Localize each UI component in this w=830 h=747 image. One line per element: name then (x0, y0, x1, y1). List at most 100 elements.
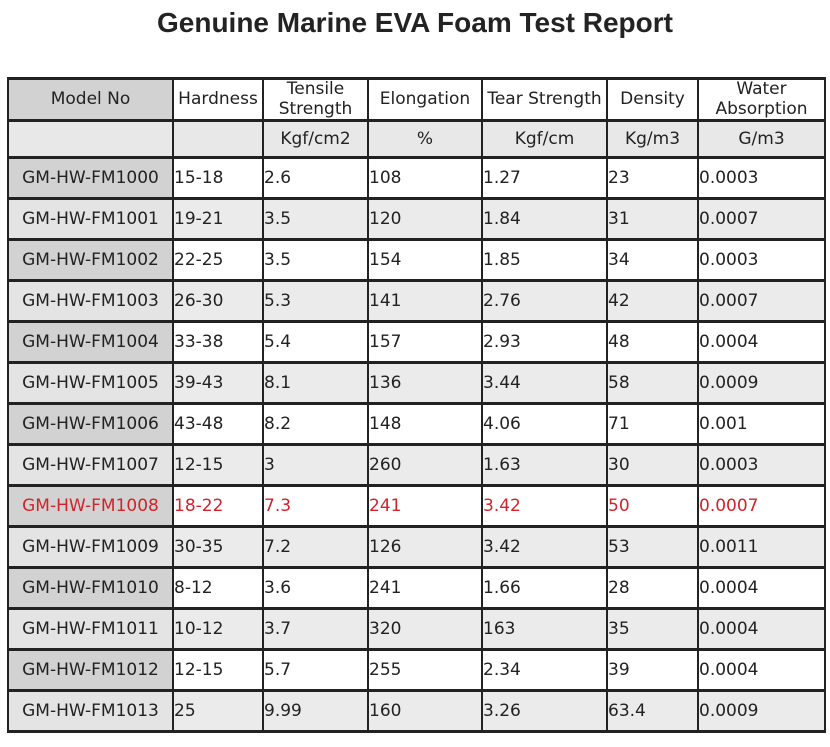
table-row: GM-HW-FM1012 12-15 5.7 255 2.34 39 0.0004 (7, 648, 826, 693)
value-cell: 120 (367, 197, 483, 242)
value-cell: 8.1 (262, 361, 369, 406)
table-row: GM-HW-FM1000 15-18 2.6 108 1.27 23 0.0003 (7, 156, 826, 201)
model-no-cell: GM-HW-FM1013 (7, 689, 174, 734)
unit-elongation: % (367, 119, 483, 160)
value-cell: 35 (606, 607, 699, 652)
value-cell: 3.5 (262, 197, 369, 242)
value-cell: 255 (367, 648, 483, 693)
value-cell: 4.06 (481, 402, 608, 447)
table-row: GM-HW-FM1003 26-30 5.3 141 2.76 42 0.0007 (7, 279, 826, 324)
model-no-cell: GM-HW-FM1001 (7, 197, 174, 242)
value-cell: 0.0004 (697, 607, 826, 652)
page-title: Genuine Marine EVA Foam Test Report (156, 7, 673, 38)
value-cell: 18-22 (172, 484, 264, 529)
value-cell: 2.76 (481, 279, 608, 324)
value-cell: 5.4 (262, 320, 369, 365)
value-cell: 0.0011 (697, 525, 826, 570)
value-cell: 3.6 (262, 566, 369, 611)
value-cell: 42 (606, 279, 699, 324)
unit-density: Kg/m3 (606, 119, 699, 160)
model-no-cell: GM-HW-FM1000 (7, 156, 174, 201)
value-cell: 3.5 (262, 238, 369, 283)
model-no-cell: GM-HW-FM1007 (7, 443, 174, 488)
value-cell: 48 (606, 320, 699, 365)
value-cell: 8-12 (172, 566, 264, 611)
value-cell: 53 (606, 525, 699, 570)
value-cell: 33-38 (172, 320, 264, 365)
value-cell: 241 (367, 484, 483, 529)
model-no-cell: GM-HW-FM1012 (7, 648, 174, 693)
value-cell: 1.84 (481, 197, 608, 242)
header-model-no: Model No (7, 76, 174, 123)
value-cell: 108 (367, 156, 483, 201)
value-cell: 2.6 (262, 156, 369, 201)
model-no-cell: GM-HW-FM1002 (7, 238, 174, 283)
table-row: GM-HW-FM1009 30-35 7.2 126 3.42 53 0.0011 (7, 525, 826, 570)
value-cell: 2.93 (481, 320, 608, 365)
value-cell: 30 (606, 443, 699, 488)
value-cell: 19-21 (172, 197, 264, 242)
value-cell: 163 (481, 607, 608, 652)
value-cell: 3.42 (481, 525, 608, 570)
table-row: GM-HW-FM1001 19-21 3.5 120 1.84 31 0.0007 (7, 197, 826, 242)
unit-water-absorption: G/m3 (697, 119, 826, 160)
value-cell: 157 (367, 320, 483, 365)
value-cell: 0.0009 (697, 361, 826, 406)
value-cell: 3.42 (481, 484, 608, 529)
value-cell: 5.7 (262, 648, 369, 693)
value-cell: 26-30 (172, 279, 264, 324)
value-cell: 3.7 (262, 607, 369, 652)
model-no-cell: GM-HW-FM1010 (7, 566, 174, 611)
value-cell: 141 (367, 279, 483, 324)
model-no-cell: GM-HW-FM1009 (7, 525, 174, 570)
table-row: GM-HW-FM1013 25 9.99 160 3.26 63.4 0.0009 (7, 689, 826, 734)
value-cell: 0.0004 (697, 648, 826, 693)
value-cell: 50 (606, 484, 699, 529)
value-cell: 0.0007 (697, 484, 826, 529)
value-cell: 7.3 (262, 484, 369, 529)
table-row: GM-HW-FM1007 12-15 3 260 1.63 30 0.0003 (7, 443, 826, 488)
value-cell: 0.0007 (697, 197, 826, 242)
header-tensile-strength: Tensile Strength (262, 76, 369, 123)
value-cell: 63.4 (606, 689, 699, 734)
value-cell: 136 (367, 361, 483, 406)
value-cell: 71 (606, 402, 699, 447)
model-no-cell: GM-HW-FM1011 (7, 607, 174, 652)
header-density: Density (606, 76, 699, 123)
value-cell: 1.66 (481, 566, 608, 611)
value-cell: 2.34 (481, 648, 608, 693)
value-cell: 148 (367, 402, 483, 447)
value-cell: 241 (367, 566, 483, 611)
table-body: GM-HW-FM1000 15-18 2.6 108 1.27 23 0.0003 GM-HW… (7, 156, 826, 734)
value-cell: 25 (172, 689, 264, 734)
value-cell: 30-35 (172, 525, 264, 570)
value-cell: 58 (606, 361, 699, 406)
value-cell: 0.0004 (697, 566, 826, 611)
header-water-absorption: Water Absorption (697, 76, 826, 123)
header-elongation: Elongation (367, 76, 483, 123)
value-cell: 0.0003 (697, 156, 826, 201)
value-cell: 3.26 (481, 689, 608, 734)
value-cell: 0.0009 (697, 689, 826, 734)
value-cell: 12-15 (172, 648, 264, 693)
value-cell: 43-48 (172, 402, 264, 447)
table-row: GM-HW-FM1004 33-38 5.4 157 2.93 48 0.0004 (7, 320, 826, 365)
unit-hardness (172, 119, 264, 160)
value-cell: 320 (367, 607, 483, 652)
value-cell: 5.3 (262, 279, 369, 324)
value-cell: 260 (367, 443, 483, 488)
table-header: Model No Hardness Tensile Strength Elong… (7, 76, 826, 160)
value-cell: 3.44 (481, 361, 608, 406)
table-row: GM-HW-FM1005 39-43 8.1 136 3.44 58 0.0009 (7, 361, 826, 406)
value-cell: 0.0003 (697, 238, 826, 283)
value-cell: 34 (606, 238, 699, 283)
value-cell: 0.0004 (697, 320, 826, 365)
table-row: GM-HW-FM1011 10-12 3.7 320 163 35 0.0004 (7, 607, 826, 652)
unit-tear-strength: Kgf/cm (481, 119, 608, 160)
value-cell: 126 (367, 525, 483, 570)
value-cell: 1.85 (481, 238, 608, 283)
value-cell: 3 (262, 443, 369, 488)
table-row: GM-HW-FM1002 22-25 3.5 154 1.85 34 0.0003 (7, 238, 826, 283)
value-cell: 10-12 (172, 607, 264, 652)
value-cell: 8.2 (262, 402, 369, 447)
